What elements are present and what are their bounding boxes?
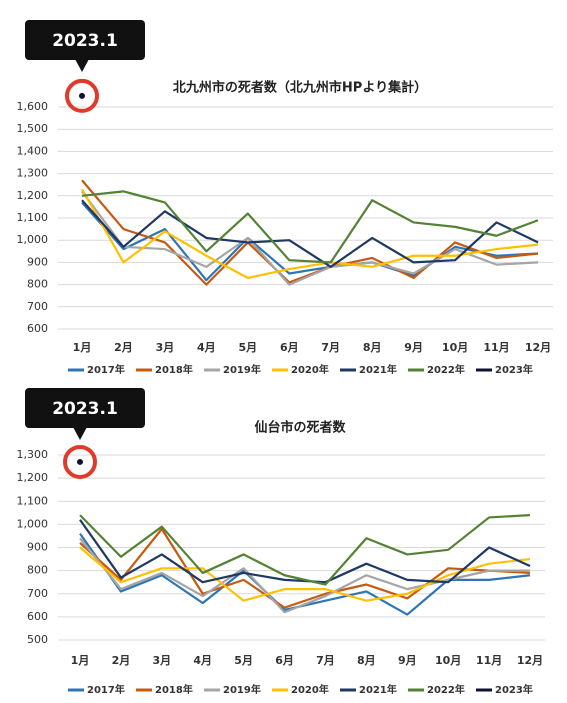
legend-label: 2018年 bbox=[155, 363, 193, 376]
y-tick-label: 1,200 bbox=[17, 189, 49, 202]
callout-box bbox=[25, 20, 145, 60]
x-tick-label: 4月 bbox=[197, 341, 216, 354]
series-line bbox=[79, 546, 531, 602]
y-tick-label: 900 bbox=[27, 255, 48, 268]
legend-label: 2017年 bbox=[87, 363, 125, 376]
legend-label: 2021年 bbox=[359, 683, 397, 696]
y-tick-label: 700 bbox=[27, 587, 48, 600]
data-point bbox=[79, 92, 85, 99]
highlight-circle bbox=[65, 78, 99, 113]
y-tick-label: 800 bbox=[27, 564, 48, 577]
chart-title: 北九州市の死者数（北九州市HPより集計） bbox=[173, 80, 427, 96]
callout-box bbox=[25, 388, 145, 428]
x-tick-label: 2月 bbox=[112, 654, 131, 667]
y-tick-label: 600 bbox=[27, 610, 48, 623]
x-tick-label: 11月 bbox=[476, 654, 502, 667]
x-tick-label: 11月 bbox=[483, 341, 509, 354]
series-line bbox=[81, 201, 539, 282]
y-tick-label: 1,600 bbox=[17, 100, 49, 113]
x-tick-label: 3月 bbox=[156, 341, 175, 354]
y-tick-label: 1,200 bbox=[17, 471, 49, 484]
x-tick-label: 9月 bbox=[398, 654, 417, 667]
x-tick-label: 6月 bbox=[275, 654, 294, 667]
y-tick-label: 600 bbox=[27, 322, 48, 335]
y-tick-label: 1,500 bbox=[17, 122, 49, 135]
series-line bbox=[79, 519, 531, 584]
legend-label: 2019年 bbox=[223, 363, 261, 376]
series-line bbox=[79, 537, 530, 614]
y-tick-label: 500 bbox=[27, 633, 48, 646]
data-point bbox=[77, 458, 83, 465]
x-tick-label: 10月 bbox=[442, 341, 468, 354]
x-tick-label: 4月 bbox=[193, 654, 212, 667]
y-tick-label: 1,100 bbox=[17, 494, 49, 507]
callout-text: 2023.1 bbox=[52, 399, 118, 419]
x-tick-label: 12月 bbox=[525, 341, 551, 354]
x-tick-label: 3月 bbox=[152, 654, 171, 667]
callout-text: 2023.1 bbox=[52, 31, 118, 51]
highlight-circle bbox=[63, 444, 97, 479]
y-tick-label: 900 bbox=[27, 541, 48, 554]
x-tick-label: 5月 bbox=[238, 341, 257, 354]
legend-label: 2018年 bbox=[155, 683, 193, 696]
y-tick-label: 1,000 bbox=[17, 233, 49, 246]
series-line bbox=[79, 527, 531, 609]
x-tick-label: 12月 bbox=[517, 654, 543, 667]
legend-label: 2023年 bbox=[495, 363, 533, 376]
y-tick-label: 1,100 bbox=[17, 211, 49, 224]
series-line bbox=[79, 514, 531, 586]
legend-label: 2022年 bbox=[427, 363, 465, 376]
callout-pointer bbox=[73, 427, 87, 440]
series-line bbox=[81, 190, 539, 264]
x-tick-label: 2月 bbox=[114, 341, 133, 354]
x-tick-label: 1月 bbox=[73, 341, 92, 354]
legend-label: 2017年 bbox=[87, 683, 125, 696]
x-tick-label: 8月 bbox=[363, 341, 382, 354]
series-line bbox=[81, 190, 539, 286]
y-tick-label: 1,000 bbox=[17, 517, 49, 530]
x-tick-label: 9月 bbox=[404, 341, 423, 354]
x-tick-label: 8月 bbox=[357, 654, 376, 667]
x-tick-label: 1月 bbox=[71, 654, 90, 667]
legend-label: 2023年 bbox=[495, 683, 533, 696]
legend-label: 2021年 bbox=[359, 363, 397, 376]
x-tick-label: 7月 bbox=[316, 654, 335, 667]
series-line bbox=[81, 188, 539, 280]
y-tick-label: 1,300 bbox=[17, 167, 49, 180]
chart-title: 仙台市の死者数 bbox=[254, 420, 346, 436]
legend-label: 2019年 bbox=[223, 683, 261, 696]
y-tick-label: 800 bbox=[27, 278, 48, 291]
y-tick-label: 1,300 bbox=[17, 448, 49, 461]
legend-label: 2020年 bbox=[291, 363, 329, 376]
legend-label: 2020年 bbox=[291, 683, 329, 696]
y-tick-label: 700 bbox=[27, 300, 48, 313]
legend-label: 2022年 bbox=[427, 683, 465, 696]
x-tick-label: 10月 bbox=[435, 654, 461, 667]
x-tick-label: 6月 bbox=[280, 341, 299, 354]
x-tick-label: 7月 bbox=[321, 341, 340, 354]
x-tick-label: 5月 bbox=[234, 654, 253, 667]
series-line bbox=[81, 199, 539, 268]
callout-pointer bbox=[75, 59, 89, 72]
y-tick-label: 1,400 bbox=[17, 144, 49, 157]
